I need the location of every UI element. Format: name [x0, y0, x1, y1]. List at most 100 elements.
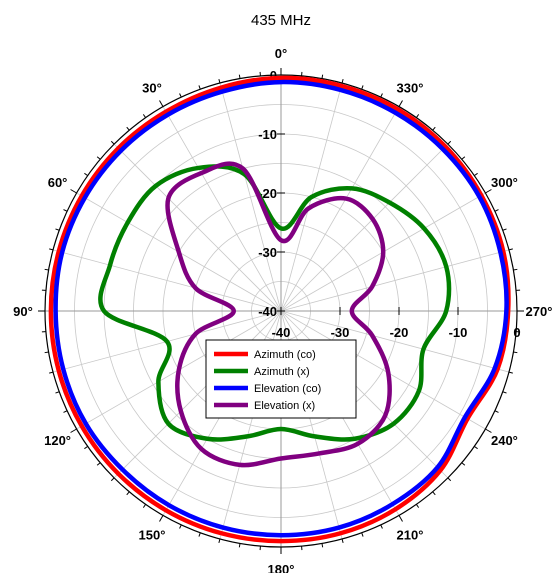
radial-tick-label: 0 — [513, 325, 520, 340]
angle-label: 330° — [397, 81, 424, 96]
radial-tick-label: -30 — [258, 245, 277, 260]
angle-tick-mark — [474, 172, 478, 177]
angle-tick-mark — [415, 504, 420, 508]
angle-tick-mark — [110, 477, 115, 482]
angle-tick-mark — [447, 477, 452, 482]
series-line-azimuth-x — [98, 164, 452, 442]
angle-tick-mark — [361, 85, 364, 90]
angle-tick-mark — [55, 228, 60, 231]
angle-tick-mark — [508, 248, 513, 251]
angle-label: 180° — [268, 562, 295, 573]
radial-tick-label: -20 — [390, 325, 409, 340]
angle-tick-mark — [159, 100, 164, 107]
angle-tick-mark — [142, 114, 147, 118]
radial-tick-label: -20 — [258, 186, 277, 201]
angle-tick-mark — [63, 410, 68, 413]
grid-spoke — [113, 143, 282, 312]
angle-tick-mark — [96, 462, 101, 466]
angle-tick-mark — [502, 391, 507, 394]
angle-tick-mark — [461, 156, 466, 160]
angle-tick-mark — [49, 371, 54, 374]
legend-label: Elevation (x) — [254, 400, 315, 412]
grid-spoke — [280, 249, 510, 312]
angle-tick-mark — [159, 515, 164, 522]
angle-tick-mark — [110, 140, 115, 145]
angle-tick-mark — [461, 462, 466, 466]
angle-tick-labels: 0° 30° 60° 90° 120° 150° 180° 210° 240° 270° 300° 3… — [13, 46, 552, 573]
series-line-elevation-x — [165, 161, 392, 468]
angle-label: 120° — [44, 433, 71, 448]
angle-label: 150° — [139, 527, 166, 542]
radial-tick-label: -30 — [331, 325, 350, 340]
radial-tick-label: -10 — [258, 127, 277, 142]
angle-tick-mark — [321, 543, 324, 548]
angle-tick-mark — [126, 126, 130, 131]
angle-tick-mark — [179, 524, 182, 529]
grid-spoke — [280, 310, 510, 373]
angle-tick-mark — [84, 445, 88, 450]
angle-tick-mark — [70, 428, 77, 433]
angle-label: 30° — [142, 81, 162, 96]
polar-grid — [38, 68, 524, 554]
angle-tick-mark — [126, 491, 130, 496]
angle-tick-mark — [513, 351, 518, 354]
angle-tick-mark — [179, 93, 182, 98]
radial-tick-label: -10 — [449, 325, 468, 340]
radial-tick-label: -40 — [258, 304, 277, 319]
angle-tick-mark — [63, 209, 68, 212]
angle-tick-mark — [513, 268, 518, 271]
angle-tick-mark — [238, 543, 241, 548]
angle-tick-mark — [321, 74, 324, 79]
angle-tick-mark — [198, 85, 201, 90]
grid-spoke — [52, 249, 282, 312]
angle-label: 0° — [275, 46, 287, 61]
angle-tick-mark — [84, 172, 88, 177]
angle-tick-mark — [361, 532, 364, 537]
legend-label: Azimuth (co) — [254, 349, 316, 361]
angle-tick-mark — [508, 371, 513, 374]
angle-label: 60° — [48, 175, 68, 190]
legend-label: Elevation (co) — [254, 383, 321, 395]
angle-label: 210° — [397, 527, 424, 542]
radial-tick-label: -40 — [272, 325, 291, 340]
series-line-azimuth-co — [48, 75, 511, 544]
angle-label: 270° — [526, 304, 553, 319]
angle-tick-mark — [398, 100, 403, 107]
angle-tick-mark — [44, 268, 49, 271]
angle-tick-mark — [474, 445, 478, 450]
angle-tick-mark — [341, 79, 344, 84]
angle-tick-mark — [380, 524, 383, 529]
series-line-elevation-co — [53, 79, 509, 538]
angle-tick-mark — [485, 189, 492, 194]
angle-tick-mark — [494, 410, 499, 413]
angle-tick-mark — [96, 156, 101, 160]
angle-tick-mark — [494, 209, 499, 212]
grid-spoke — [280, 310, 449, 479]
angle-tick-mark — [415, 114, 420, 118]
angle-tick-mark — [432, 491, 436, 496]
angle-tick-mark — [198, 532, 201, 537]
grid-spoke — [280, 310, 486, 430]
angle-tick-mark — [447, 140, 452, 145]
angle-tick-mark — [218, 79, 221, 84]
grid-spoke — [113, 310, 282, 479]
grid-spoke — [162, 106, 282, 312]
angle-tick-mark — [380, 93, 383, 98]
angle-tick-mark — [238, 74, 241, 79]
angle-tick-mark — [218, 538, 221, 543]
radial-tick-label: 0 — [270, 68, 277, 83]
grid-spoke — [280, 143, 449, 312]
angle-tick-mark — [485, 428, 492, 433]
grid-spoke — [219, 82, 282, 312]
angle-tick-mark — [398, 515, 403, 522]
legend-label: Azimuth (x) — [254, 366, 310, 378]
series-group — [48, 75, 511, 544]
chart-title: 435 MHz — [251, 12, 311, 29]
angle-tick-mark — [341, 538, 344, 543]
grid-spoke — [280, 106, 400, 312]
angle-tick-mark — [502, 228, 507, 231]
angle-tick-mark — [55, 391, 60, 394]
angle-tick-mark — [44, 351, 49, 354]
radial-tick-labels: 0 -10 -20 -30 -40 -40 -30 -20 -10 0 — [258, 68, 520, 340]
